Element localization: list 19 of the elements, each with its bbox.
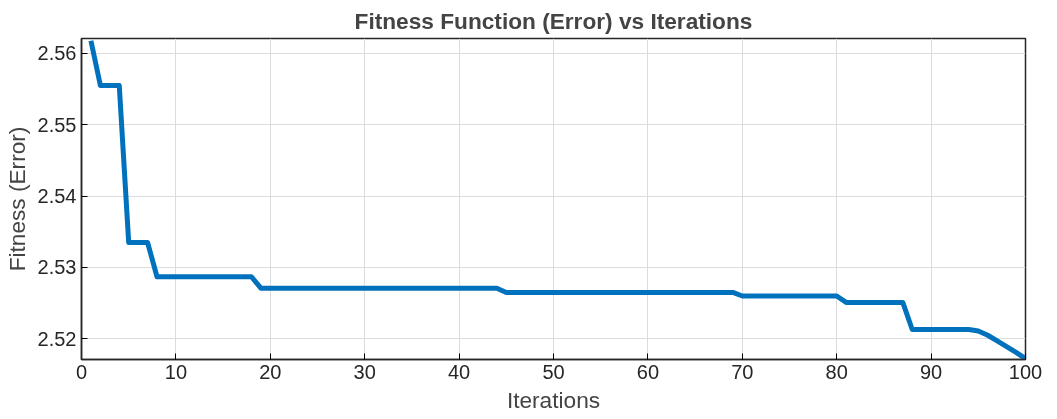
y-tick-label: 2.52 bbox=[37, 327, 77, 350]
x-tick-label: 60 bbox=[636, 360, 660, 383]
x-axis-title: Iterations bbox=[506, 386, 601, 413]
x-tick-label: 100 bbox=[1008, 360, 1043, 383]
x-tick-label: 20 bbox=[259, 360, 282, 383]
x-tick-label: 40 bbox=[447, 360, 471, 383]
x-tick-label: 30 bbox=[353, 360, 376, 383]
y-tick-label: 2.53 bbox=[37, 256, 77, 279]
x-tick-label: 90 bbox=[919, 360, 943, 383]
y-axis-title: Fitness (Error) bbox=[3, 126, 30, 272]
x-tick-label: 10 bbox=[164, 360, 188, 383]
x-tick-label: 0 bbox=[75, 360, 88, 383]
chart-title: Fitness Function (Error) vs Iterations bbox=[354, 7, 753, 34]
x-tick-label: 70 bbox=[731, 360, 754, 383]
y-tick-label: 2.54 bbox=[37, 185, 77, 208]
y-tick-label: 2.55 bbox=[37, 113, 77, 136]
x-tick-label: 80 bbox=[825, 360, 848, 383]
x-tick-label: 50 bbox=[542, 360, 565, 383]
y-tick-label: 2.56 bbox=[37, 42, 77, 65]
